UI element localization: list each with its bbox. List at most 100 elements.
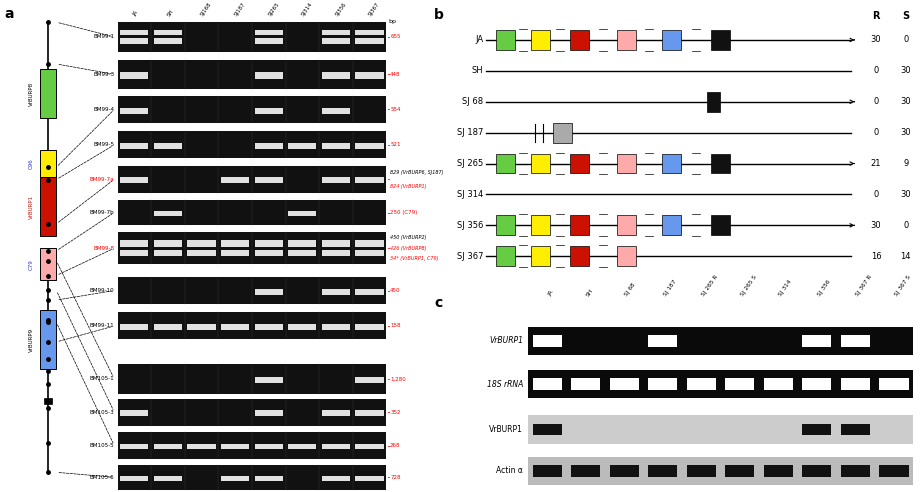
Bar [120,72,149,79]
Bar [117,166,387,193]
Text: VrBURP1: VrBURP1 [489,425,523,434]
Bar [255,289,282,295]
Text: SJ168: SJ168 [200,1,213,17]
Bar [841,465,870,477]
Bar [617,154,636,174]
Bar [154,38,182,44]
Bar [255,108,282,114]
Text: SJ265: SJ265 [267,1,281,17]
Text: 30: 30 [901,128,911,137]
Bar [322,250,350,256]
Text: BM99-8: BM99-8 [93,246,114,251]
Bar [531,246,550,266]
Bar [648,465,677,477]
Text: 158: 158 [390,323,401,329]
Text: BM99-1: BM99-1 [93,34,114,39]
Bar [288,211,317,216]
Bar [117,312,387,339]
Text: 18S rRNA: 18S rRNA [486,380,523,389]
Bar [497,215,515,235]
Bar [117,131,387,158]
Bar [120,324,149,330]
Bar [222,444,249,449]
Bar [711,30,730,50]
Text: BM105-5: BM105-5 [90,443,114,448]
Bar [802,378,832,390]
Bar [154,240,182,246]
Bar [841,335,870,347]
Bar [355,475,384,481]
Bar [120,410,149,416]
Bar [497,246,515,266]
Bar [322,143,350,149]
Bar [255,250,282,256]
Text: bp: bp [389,19,397,24]
Text: SJ187: SJ187 [234,1,246,17]
Bar [648,378,677,390]
Bar [531,154,550,174]
Text: 30: 30 [870,221,881,230]
Bar [322,72,350,79]
Text: 1,280: 1,280 [390,376,406,381]
Bar [531,215,550,235]
Bar [571,465,600,477]
Bar [187,240,216,246]
Bar [322,475,350,481]
Bar [609,465,639,477]
Bar [662,154,680,174]
Bar [154,324,182,330]
Bar [154,143,182,149]
Text: SH: SH [586,288,594,297]
Bar [553,123,572,143]
Text: 30: 30 [870,35,881,44]
Bar [528,415,913,444]
Bar [533,378,562,390]
Text: SJ 68: SJ 68 [462,97,484,106]
Bar [711,215,730,235]
Bar [154,30,182,35]
Text: BM105-3: BM105-3 [90,409,114,415]
Text: 268: 268 [390,443,401,448]
Bar [497,30,515,50]
Text: BM105-6: BM105-6 [90,475,114,480]
Bar [355,240,384,246]
Text: 34* (VrBURP1, C79): 34* (VrBURP1, C79) [390,256,438,261]
Bar [120,143,149,149]
Bar [533,335,562,347]
Bar [222,240,249,246]
Bar [355,30,384,35]
Text: SJ367: SJ367 [368,1,381,17]
Text: BM105-1: BM105-1 [90,376,114,381]
Text: 30: 30 [901,97,911,106]
Text: SJ 367 S: SJ 367 S [893,275,912,297]
Bar [187,324,216,330]
Bar [255,240,282,246]
Text: 30: 30 [901,66,911,75]
Text: SJ 367 R: SJ 367 R [856,275,873,297]
Bar [255,178,282,184]
Bar [711,154,730,174]
Bar [255,324,282,330]
Bar [187,444,216,449]
Bar [117,60,387,89]
Text: 0: 0 [903,221,908,230]
Bar [322,38,350,44]
Bar [120,30,149,35]
Bar [609,378,639,390]
Bar [322,240,350,246]
Bar [355,250,384,256]
Text: 0: 0 [873,66,879,75]
Bar [154,250,182,256]
Text: VrBURP1: VrBURP1 [29,194,33,219]
Bar [255,475,282,481]
Text: 426 (VrBURP8): 426 (VrBURP8) [390,246,426,251]
Text: BM99-10: BM99-10 [90,288,114,293]
Text: 829 (VrBURP6, SJ187): 829 (VrBURP6, SJ187) [390,170,444,175]
Text: 824 (VrBURP1): 824 (VrBURP1) [390,184,426,188]
Text: 0: 0 [873,190,879,199]
Text: C79: C79 [29,259,33,270]
Bar [117,232,387,264]
Bar [570,215,589,235]
Text: 0: 0 [903,35,908,44]
Bar [355,410,384,416]
